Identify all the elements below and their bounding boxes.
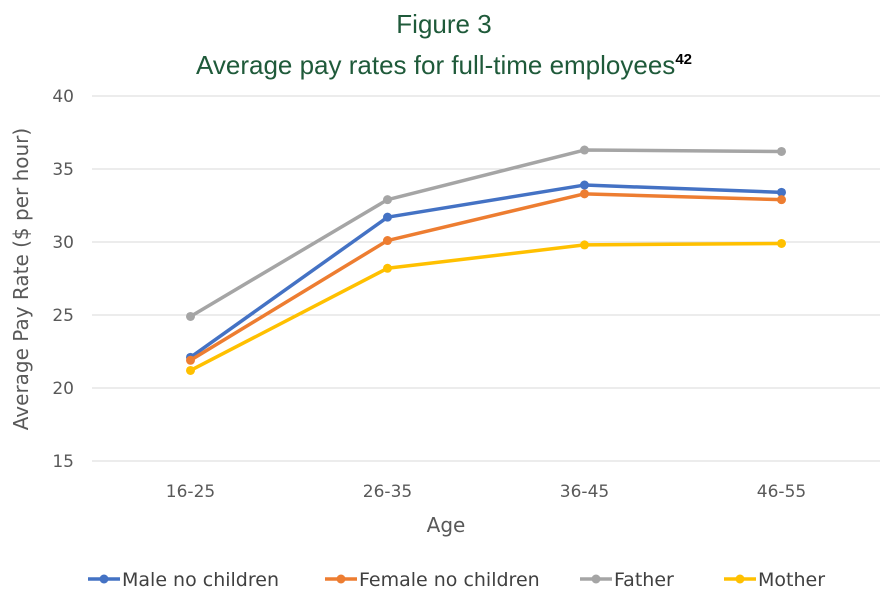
data-point [580, 189, 589, 199]
legend-label: Female no children [359, 569, 540, 589]
legend-swatch-marker [735, 574, 745, 584]
y-tick-label: 40 [52, 87, 74, 107]
data-point [777, 187, 786, 197]
data-point [186, 355, 195, 365]
data-point [580, 240, 589, 250]
series-father [186, 145, 786, 321]
data-point [383, 212, 392, 222]
legend-swatch-marker [99, 574, 109, 584]
data-point [383, 236, 392, 246]
data-point [383, 195, 392, 205]
x-tick-labels: 16-25 26-35 36-45 46-55 [166, 482, 806, 502]
y-tick-labels: 15 20 25 30 35 40 [52, 87, 74, 472]
x-tick-label: 16-25 [166, 482, 215, 502]
y-tick-label: 30 [52, 233, 74, 253]
data-point [777, 146, 786, 156]
series-line [188, 192, 784, 363]
series-line [188, 148, 784, 319]
series-line [188, 183, 784, 360]
chart-title-line2: Average pay rates for full-time employee… [196, 50, 692, 80]
legend-swatch-marker [591, 574, 601, 584]
series-female-no-children [186, 189, 786, 365]
y-tick-label: 25 [52, 306, 74, 326]
data-point [777, 238, 786, 248]
y-tick-label: 20 [52, 379, 74, 399]
chart-title-main: Average pay rates for full-time employee… [196, 50, 675, 80]
chart-title-superscript: 42 [675, 51, 692, 68]
x-tick-label: 26-35 [363, 482, 412, 502]
legend-label: Mother [758, 569, 825, 589]
x-tick-label: 46-55 [757, 482, 806, 502]
y-tick-label: 15 [52, 452, 74, 472]
legend-swatch-marker [336, 574, 346, 584]
data-point [580, 180, 589, 190]
series-male-no-children [186, 180, 786, 362]
x-tick-label: 36-45 [560, 482, 609, 502]
y-axis-label: Average Pay Rate ($ per hour) [9, 128, 33, 430]
legend-label: Male no children [122, 569, 279, 589]
legend-item: Female no children [325, 569, 540, 589]
series-mother [186, 238, 786, 375]
data-point [186, 365, 195, 375]
legend-item: Mother [724, 569, 825, 589]
series-lines [186, 145, 786, 375]
series-line [188, 241, 784, 373]
data-point [580, 145, 589, 155]
legend-item: Male no children [88, 569, 279, 589]
data-point [383, 263, 392, 273]
gridlines [92, 95, 880, 462]
legend-label: Father [614, 569, 674, 589]
legend: Male no children Female no children Father… [88, 569, 825, 589]
y-tick-label: 35 [52, 160, 74, 180]
data-point [186, 311, 195, 321]
data-point [777, 195, 786, 205]
x-axis-label: Age [427, 513, 466, 537]
chart-title-line1: Figure 3 [396, 9, 491, 39]
legend-item: Father [580, 569, 674, 589]
